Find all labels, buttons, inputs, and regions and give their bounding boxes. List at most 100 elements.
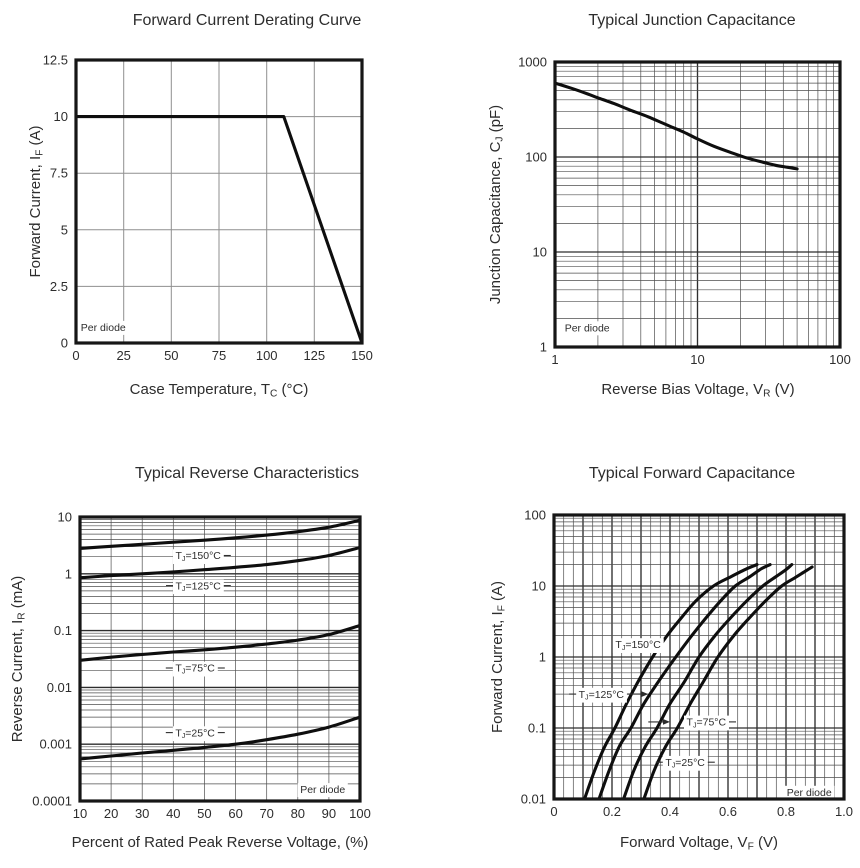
x-tick-label: 1 xyxy=(551,352,558,367)
annotation-mask xyxy=(684,715,729,731)
y-axis-label: Junction Capacitance, CJ (pF) xyxy=(487,105,506,304)
curve-junction-capacitance xyxy=(554,81,799,171)
chart-title: Typical Junction Capacitance xyxy=(588,12,795,29)
x-axis-label: Case Temperature, TC (°C) xyxy=(130,381,309,400)
chart-typical-junction-capacitance: Per diode 1 10 100 1000 100 10 1 Typical Junctio… xyxy=(430,0,860,435)
label-arrow-head xyxy=(663,719,670,725)
y-tick-label: 7.5 xyxy=(50,166,68,181)
y-tick-label: 100 xyxy=(525,150,547,165)
x-tick-label: 10 xyxy=(73,806,87,821)
x-tick-label: 50 xyxy=(197,806,211,821)
chart-canvas: TJ=150°C TJ=125°C TJ=75°C TJ=25°C Per diode 0… xyxy=(489,465,853,853)
chart-typical-forward-capacitance: TJ=150°C TJ=125°C TJ=75°C TJ=25°C Per diode 0… xyxy=(430,430,860,868)
chart-canvas: Per diode 0 25 50 75 100 125 150 12.5 10 7.5 5 2.5 0 F… xyxy=(27,12,373,400)
y-tick-label: 10 xyxy=(532,579,546,594)
y-axis-label: Reverse Current, IR (mA) xyxy=(9,576,28,743)
annotation-per-diode-note: Per diode xyxy=(565,322,610,334)
chart-canvas: Per diode 1 10 100 1000 100 10 1 Typical Junctio… xyxy=(487,12,851,400)
annotation-tj-25c-label: TJ=25°C xyxy=(175,727,215,740)
y-tick-label: 1 xyxy=(65,566,72,581)
chart-title: Forward Current Derating Curve xyxy=(133,12,362,29)
y-tick-label: 0.0001 xyxy=(32,794,72,809)
annotation-tj-150c-label: TJ=150°C xyxy=(175,550,221,563)
annotation-per-diode-note: Per diode xyxy=(300,784,345,796)
annotation-tj-150c-label: TJ=150°C xyxy=(615,639,661,652)
curve-tj-25c xyxy=(642,565,814,800)
y-tick-label: 0.001 xyxy=(39,737,72,752)
x-tick-label: 80 xyxy=(291,806,305,821)
x-tick-label: 0.8 xyxy=(777,804,795,819)
annotation-mask xyxy=(173,579,224,595)
plot-frame xyxy=(552,513,846,801)
annotation-mask xyxy=(297,783,348,798)
y-tick-label: 0.01 xyxy=(521,792,546,807)
curves xyxy=(75,115,363,344)
x-tick-label: 50 xyxy=(164,348,178,363)
annotation-mask xyxy=(662,755,708,771)
y-tick-label: 10 xyxy=(58,510,72,525)
curve-derating-curve xyxy=(75,115,363,344)
annotation-tj-125c-label: TJ=125°C xyxy=(175,580,221,593)
y-tick-label: 5 xyxy=(61,222,68,237)
y-tick-label: 1 xyxy=(539,650,546,665)
annotation-mask xyxy=(172,726,218,742)
annotation-tj-125c-label: TJ=125°C xyxy=(579,689,625,702)
y-tick-label: 12.5 xyxy=(43,53,68,68)
x-tick-label: 10 xyxy=(690,352,704,367)
x-tick-label: 75 xyxy=(212,348,226,363)
annotation-tj-75c-label: TJ=75°C xyxy=(687,717,727,730)
y-tick-label: 100 xyxy=(524,508,546,523)
chart-canvas: TJ=150°C TJ=125°C TJ=75°C TJ=25°C Per diode 1… xyxy=(9,465,371,851)
y-tick-label: 0.01 xyxy=(47,680,72,695)
x-tick-label: 0 xyxy=(550,804,557,819)
y-axis-label: Forward Current, IF (A) xyxy=(27,125,46,277)
x-tick-label: 100 xyxy=(349,806,371,821)
grid-lines xyxy=(555,62,840,347)
y-tick-label: 0 xyxy=(61,336,68,351)
x-tick-label: 70 xyxy=(259,806,273,821)
y-tick-label: 1 xyxy=(540,340,547,355)
curve-tj-125c xyxy=(79,545,361,580)
x-tick-label: 150 xyxy=(351,348,373,363)
plot-frame xyxy=(78,515,362,803)
x-axis-label: Percent of Rated Peak Reverse Voltage, (… xyxy=(72,834,369,851)
x-tick-label: 100 xyxy=(829,352,851,367)
x-tick-label: 20 xyxy=(104,806,118,821)
annotation-mask xyxy=(576,687,627,703)
annotation-mask xyxy=(173,549,224,564)
curves xyxy=(79,518,361,761)
y-axis-label: Forward Current, IF (A) xyxy=(489,581,508,733)
plot-frame xyxy=(74,58,364,345)
x-tick-label: 0.2 xyxy=(603,804,621,819)
x-tick-label: 125 xyxy=(303,348,325,363)
y-tick-label: 10 xyxy=(54,109,68,124)
x-axis-label: Forward Voltage, VF (V) xyxy=(620,834,778,853)
x-tick-label: 30 xyxy=(135,806,149,821)
x-tick-label: 60 xyxy=(228,806,242,821)
x-tick-label: 1.0 xyxy=(835,804,853,819)
curve-tj-25c xyxy=(79,715,361,761)
x-tick-label: 90 xyxy=(322,806,336,821)
y-tick-label: 0.1 xyxy=(528,721,546,736)
annotation-per-diode-note: Per diode xyxy=(81,322,126,334)
x-tick-label: 0.6 xyxy=(719,804,737,819)
y-tick-label: 2.5 xyxy=(50,279,68,294)
curve-tj-75c xyxy=(622,563,794,800)
chart-title: Typical Reverse Characteristics xyxy=(135,465,359,482)
curve-tj-75c xyxy=(79,623,361,662)
grid-lines xyxy=(554,515,844,799)
x-tick-label: 0 xyxy=(72,348,79,363)
chart-forward-current-derating: Per diode 0 25 50 75 100 125 150 12.5 10 7.5 5 2.5 0 F… xyxy=(0,0,430,435)
x-axis-label: Reverse Bias Voltage, VR (V) xyxy=(601,381,794,400)
y-tick-label: 10 xyxy=(533,245,547,260)
curves xyxy=(554,81,799,171)
annotation-mask xyxy=(784,785,835,800)
annotation-tj-75c-label: TJ=75°C xyxy=(175,663,215,676)
grid-lines xyxy=(76,60,362,343)
annotation-mask xyxy=(78,320,129,335)
annotation-mask xyxy=(172,661,218,677)
x-tick-label: 0.4 xyxy=(661,804,679,819)
x-tick-label: 100 xyxy=(256,348,278,363)
plot-frame xyxy=(553,60,842,349)
annotation-mask xyxy=(562,321,613,336)
